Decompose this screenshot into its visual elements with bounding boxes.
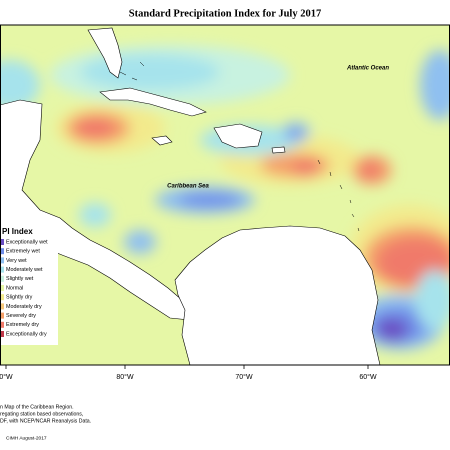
legend-swatch — [0, 294, 4, 301]
hispaniola — [213, 123, 263, 149]
legend-label: Extremely wet — [6, 249, 40, 255]
legend-label: Severely dry — [6, 313, 36, 319]
legend-swatch — [0, 285, 4, 291]
spi-blob — [75, 118, 115, 138]
spi-blob — [289, 129, 303, 139]
spi-blob — [178, 193, 242, 207]
jamaica — [151, 135, 173, 146]
island-outlines — [119, 61, 360, 232]
legend-label: Moderately wet — [6, 267, 43, 273]
lon-label: 0°W — [0, 373, 13, 381]
ocean-label: Atlantic Ocean — [346, 66, 389, 72]
footnote-line: n Map of the Caribbean Region. — [0, 404, 74, 410]
sea-label: Caribbean Sea — [167, 184, 209, 190]
legend-swatch — [0, 275, 4, 282]
spi-blob — [80, 54, 220, 90]
spi-blob — [420, 50, 450, 120]
legend-swatch — [0, 248, 4, 255]
spi-blob — [376, 318, 408, 342]
spi-blob — [359, 161, 381, 179]
legend-label: Moderately dry — [6, 304, 42, 310]
spi-blob — [0, 60, 40, 110]
map-title: Standard Precipitation Index for July 20… — [129, 8, 321, 19]
legend-label: Exceptionally wet — [6, 239, 48, 245]
legend-label: Extremely dry — [6, 322, 39, 328]
spi-blob — [415, 270, 450, 330]
puerto-rico — [271, 146, 286, 154]
lon-label: 80°W — [116, 373, 134, 381]
legend-swatch — [0, 257, 4, 264]
legend-swatch — [0, 312, 4, 319]
legend-label: Slightly dry — [6, 295, 33, 301]
legend-swatch — [0, 331, 4, 337]
lon-label: 70°W — [235, 373, 253, 381]
credit: CIMH August-2017 — [6, 435, 47, 441]
legend-swatch — [0, 266, 4, 273]
longitude-axis: 0°W 80°W 70°W 60°W — [0, 365, 377, 381]
cuba — [99, 87, 207, 117]
spi-blob — [79, 203, 111, 227]
lon-label: 60°W — [359, 373, 377, 381]
map-area: Atlantic Ocean Caribbean Sea PI Index Ex… — [0, 25, 450, 365]
spi-blob — [292, 159, 320, 177]
central-america — [0, 99, 191, 321]
south-america — [174, 225, 381, 365]
spi-blob — [124, 230, 156, 254]
footnote-line: regating station based observations, — [0, 411, 83, 417]
legend-swatch — [0, 303, 4, 310]
legend-swatch — [0, 239, 4, 245]
legend-swatch — [0, 321, 4, 328]
footnote-line: DF, with NCEP/NCAR Reanalysis Data. — [0, 418, 91, 424]
land — [0, 27, 381, 365]
legend-title: PI Index — [2, 227, 33, 236]
legend: PI Index Exceptionally wet Extremely wet V… — [0, 224, 58, 345]
florida — [87, 27, 123, 79]
legend-label: Exceptionally dry — [6, 331, 47, 337]
small-islands — [119, 61, 360, 232]
legend-box — [0, 224, 58, 345]
legend-label: Normal — [6, 285, 23, 291]
legend-label: Very wet — [6, 258, 27, 264]
footnote: n Map of the Caribbean Region.regating s… — [0, 404, 91, 424]
legend-label: Slightly wet — [6, 276, 34, 282]
